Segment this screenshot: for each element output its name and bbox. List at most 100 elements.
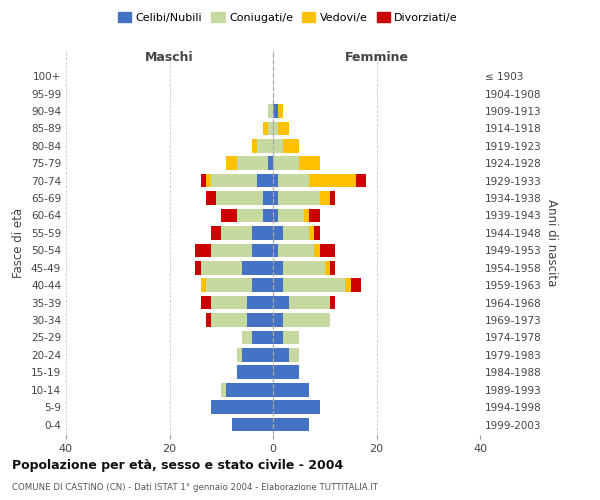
Bar [283, 226, 309, 239]
Bar [273, 192, 278, 205]
Bar [309, 226, 314, 239]
Bar [273, 278, 283, 292]
Bar [253, 330, 273, 344]
Bar [356, 174, 366, 188]
Bar [237, 208, 263, 222]
Bar [283, 278, 346, 292]
Bar [273, 122, 278, 135]
Bar [211, 313, 247, 327]
Bar [283, 313, 330, 327]
Bar [273, 244, 278, 257]
Bar [226, 156, 237, 170]
Bar [206, 174, 211, 188]
Bar [216, 192, 263, 205]
Bar [273, 348, 289, 362]
Bar [263, 192, 273, 205]
Bar [200, 261, 242, 274]
Bar [200, 278, 206, 292]
Bar [273, 383, 309, 396]
Bar [257, 139, 273, 152]
Bar [304, 208, 309, 222]
Text: COMUNE DI CASTINO (CN) - Dati ISTAT 1° gennaio 2004 - Elaborazione TUTTITALIA.IT: COMUNE DI CASTINO (CN) - Dati ISTAT 1° g… [12, 484, 378, 492]
Bar [253, 278, 273, 292]
Bar [278, 244, 314, 257]
Bar [314, 244, 320, 257]
Bar [206, 192, 216, 205]
Bar [350, 278, 361, 292]
Bar [200, 174, 206, 188]
Bar [283, 139, 299, 152]
Text: Popolazione per età, sesso e stato civile - 2004: Popolazione per età, sesso e stato civil… [12, 460, 343, 472]
Bar [221, 208, 237, 222]
Bar [206, 313, 211, 327]
Bar [247, 296, 273, 310]
Bar [242, 348, 273, 362]
Bar [273, 261, 283, 274]
Bar [273, 418, 309, 432]
Bar [314, 226, 320, 239]
Bar [299, 156, 320, 170]
Bar [206, 278, 253, 292]
Bar [211, 226, 221, 239]
Bar [237, 366, 273, 379]
Bar [253, 139, 257, 152]
Bar [273, 296, 289, 310]
Bar [273, 208, 278, 222]
Bar [247, 313, 273, 327]
Bar [226, 383, 273, 396]
Bar [200, 296, 211, 310]
Bar [221, 383, 226, 396]
Bar [242, 330, 253, 344]
Bar [253, 226, 273, 239]
Bar [237, 348, 242, 362]
Bar [268, 122, 273, 135]
Bar [325, 261, 330, 274]
Bar [253, 244, 273, 257]
Bar [283, 330, 299, 344]
Text: Femmine: Femmine [344, 51, 409, 64]
Bar [211, 296, 247, 310]
Bar [263, 208, 273, 222]
Bar [309, 208, 320, 222]
Bar [289, 296, 330, 310]
Bar [273, 226, 283, 239]
Bar [211, 174, 257, 188]
Bar [221, 226, 253, 239]
Bar [242, 261, 273, 274]
Bar [273, 156, 299, 170]
Bar [278, 174, 309, 188]
Bar [273, 174, 278, 188]
Bar [196, 261, 200, 274]
Bar [273, 330, 283, 344]
Bar [346, 278, 350, 292]
Bar [273, 366, 299, 379]
Bar [211, 400, 273, 414]
Bar [278, 122, 289, 135]
Bar [278, 208, 304, 222]
Bar [330, 192, 335, 205]
Bar [320, 192, 330, 205]
Y-axis label: Fasce di età: Fasce di età [13, 208, 25, 278]
Bar [278, 192, 320, 205]
Bar [232, 418, 273, 432]
Bar [330, 261, 335, 274]
Bar [273, 400, 320, 414]
Bar [330, 296, 335, 310]
Bar [196, 244, 211, 257]
Bar [268, 104, 273, 118]
Bar [320, 244, 335, 257]
Bar [237, 156, 268, 170]
Legend: Celibi/Nubili, Coniugati/e, Vedovi/e, Divorziati/e: Celibi/Nubili, Coniugati/e, Vedovi/e, Di… [113, 8, 463, 28]
Bar [273, 313, 283, 327]
Bar [273, 104, 278, 118]
Bar [273, 139, 283, 152]
Bar [283, 261, 325, 274]
Y-axis label: Anni di nascita: Anni di nascita [545, 199, 558, 286]
Bar [257, 174, 273, 188]
Bar [278, 104, 283, 118]
Bar [211, 244, 253, 257]
Bar [309, 174, 356, 188]
Text: Maschi: Maschi [145, 51, 194, 64]
Bar [263, 122, 268, 135]
Bar [268, 156, 273, 170]
